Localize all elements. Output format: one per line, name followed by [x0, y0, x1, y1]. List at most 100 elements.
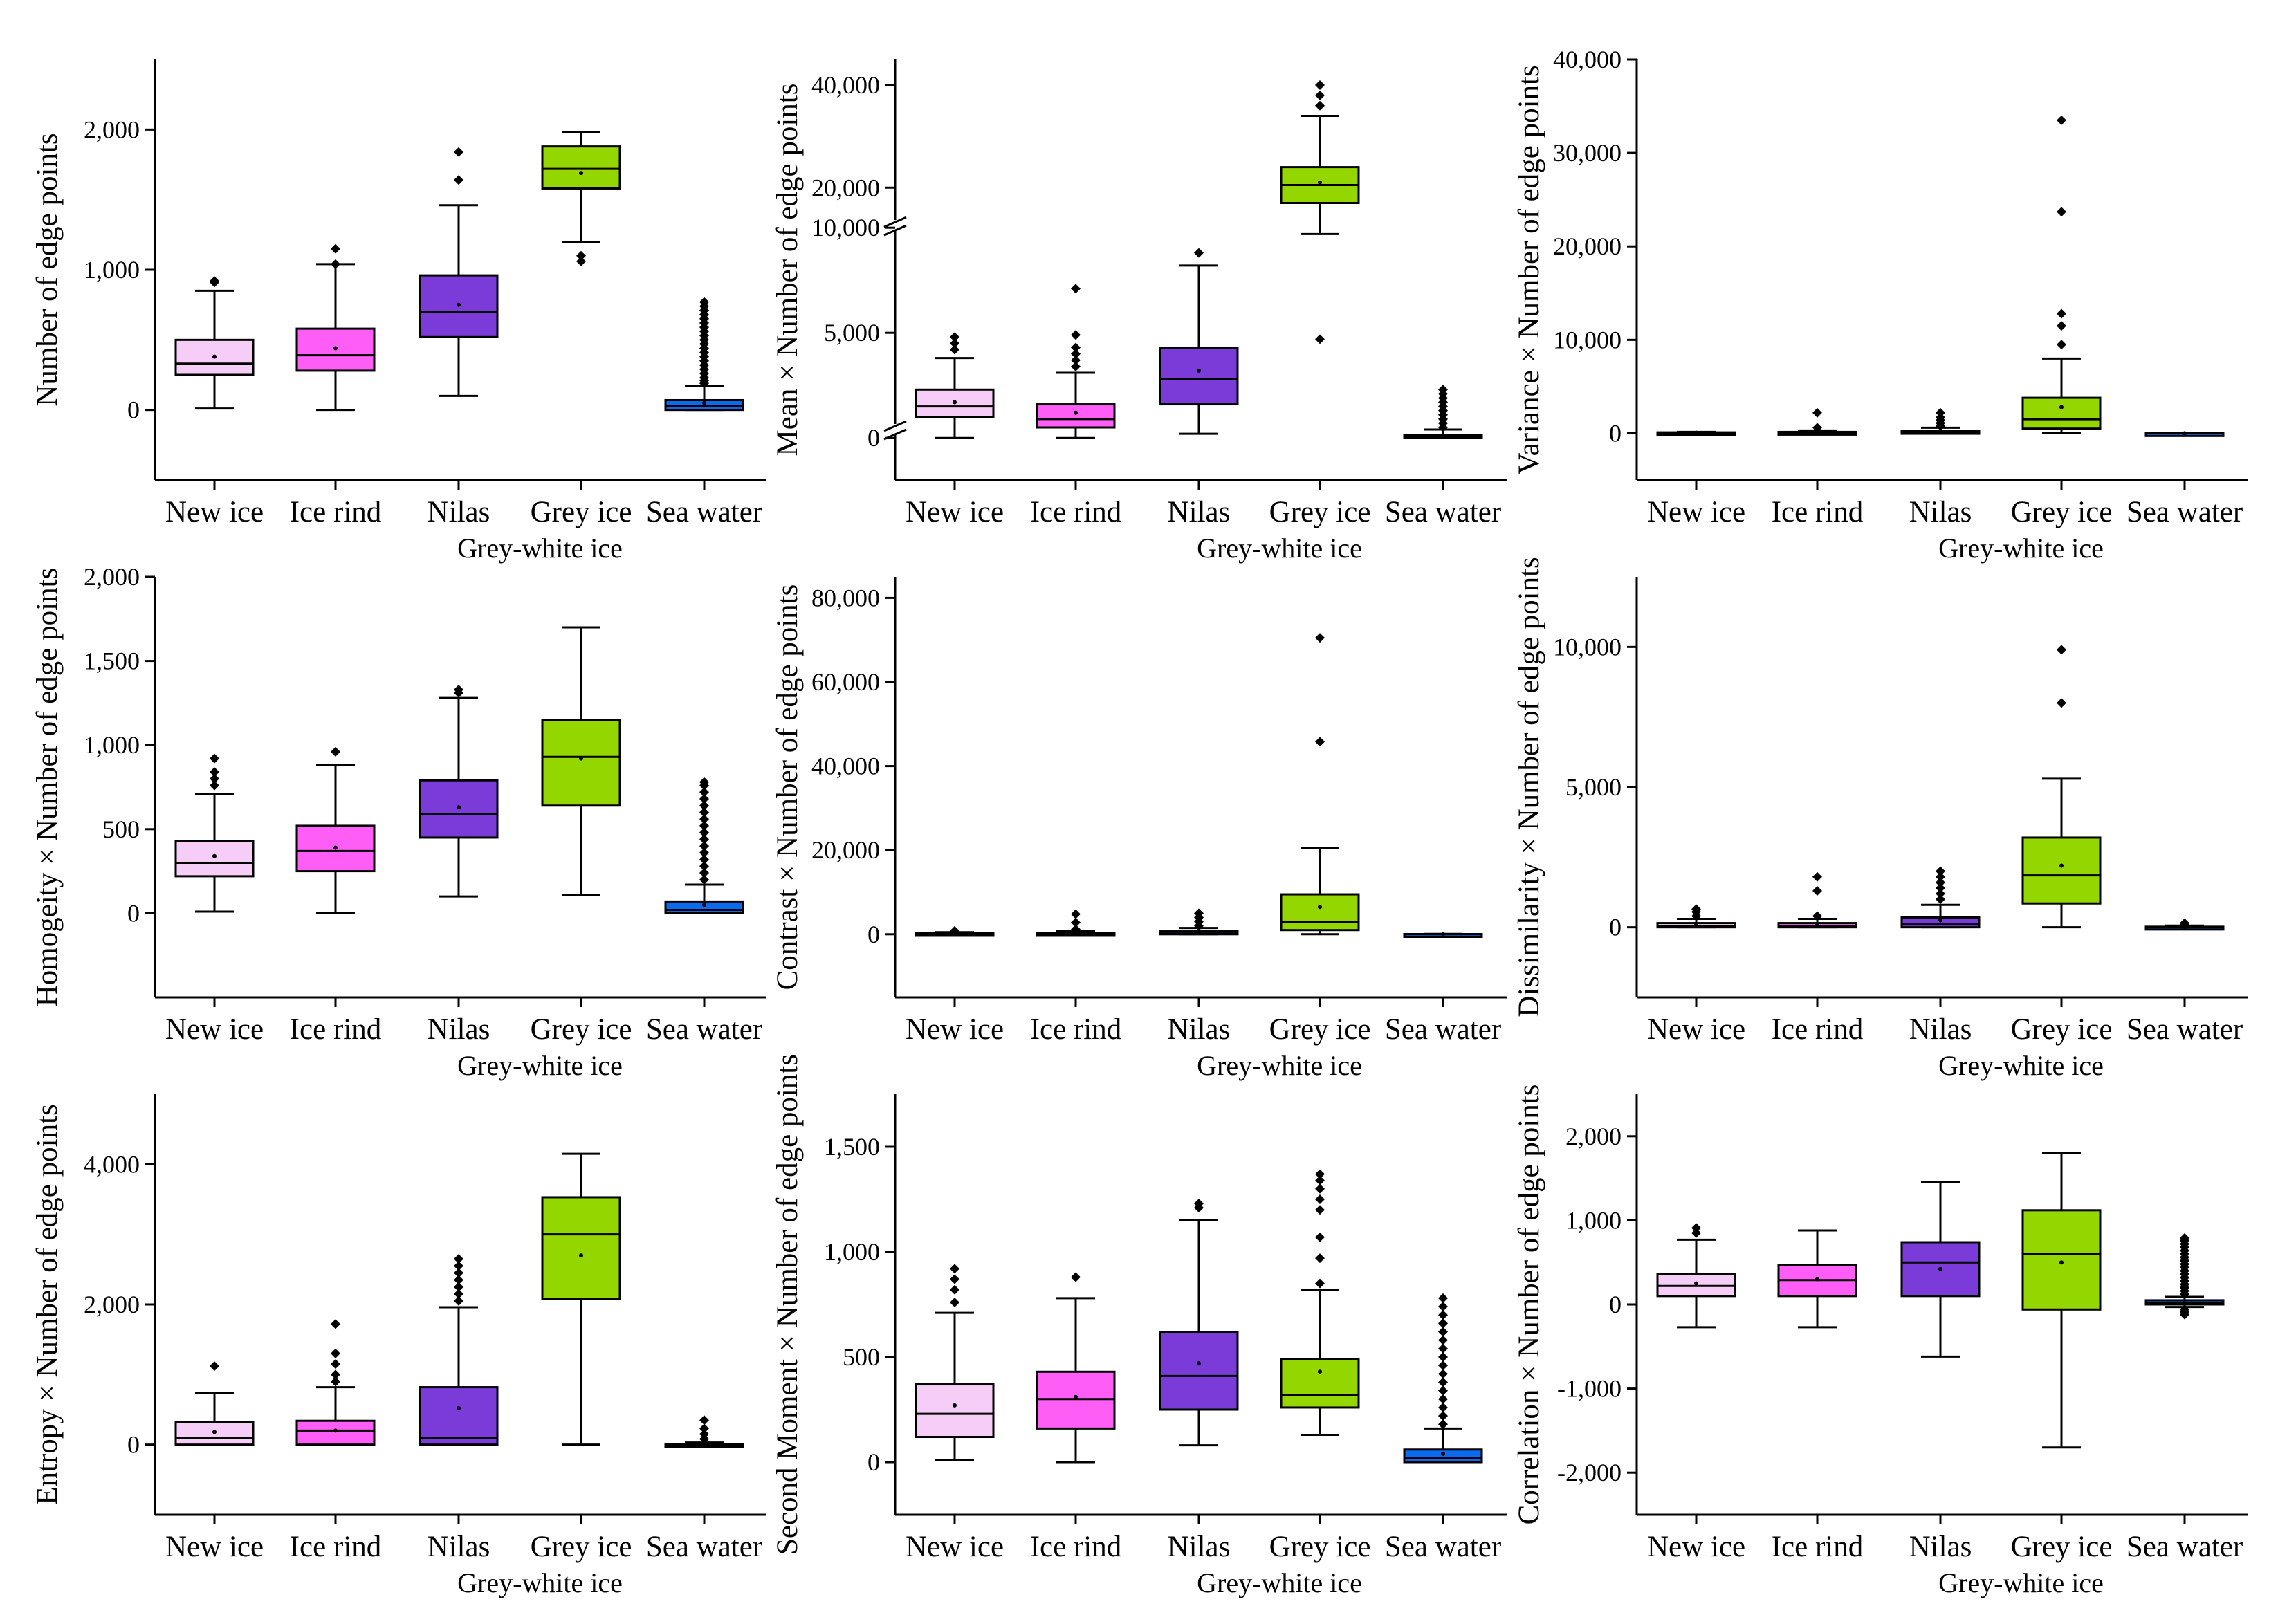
- box-new-ice: [1656, 1223, 1736, 1329]
- y-tick-label: 0: [127, 396, 140, 424]
- outlier-point: [454, 1289, 463, 1299]
- y-axis-label: Dissimilarity × Number of edge points: [1513, 557, 1545, 1017]
- panel-h: 0 500 1,000 1,500 Second Moment × Number of …: [771, 1054, 1507, 1598]
- outlier-point: [1438, 1360, 1448, 1371]
- outlier-point: [1071, 917, 1081, 928]
- outlier-point: [1936, 871, 1945, 882]
- box-grey-ice: [1280, 80, 1360, 344]
- box-ice-rind: [1036, 1272, 1116, 1464]
- mean-marker: [2183, 431, 2187, 436]
- y-tick-label: 40,000: [811, 71, 880, 99]
- x-tick-label: Ice rind: [1030, 496, 1122, 528]
- mean-marker: [1318, 180, 1322, 185]
- box-grey-ice: [2021, 645, 2102, 929]
- outlier-point: [699, 874, 709, 885]
- box-nilas: [1159, 1199, 1239, 1447]
- y-tick-label: 2,000: [84, 116, 140, 143]
- axis-break-mark: [883, 420, 907, 432]
- box-ice-rind: [295, 746, 376, 914]
- box-nilas: [419, 684, 499, 898]
- y-axis-label: Entropy × Number of edge points: [31, 1104, 64, 1505]
- outlier-point: [1936, 889, 1945, 899]
- outlier-point: [454, 1268, 463, 1278]
- iqr-box: [1280, 893, 1360, 932]
- outlier-point: [1315, 1175, 1325, 1185]
- x-tick-label: Sea water: [646, 1013, 762, 1046]
- box-nilas: [419, 1254, 499, 1446]
- x-sublabel: Grey-white ice: [1197, 1567, 1362, 1598]
- outlier-point: [1315, 1232, 1325, 1242]
- outlier-point: [331, 1376, 340, 1387]
- outlier-point: [331, 243, 340, 254]
- box-sea-water: [664, 297, 744, 412]
- x-tick-label: Sea water: [2126, 496, 2243, 528]
- outlier-point: [454, 1282, 463, 1292]
- box-ice-rind: [1777, 407, 1857, 436]
- y-tick-label: 40,000: [811, 753, 880, 780]
- mean-marker: [2183, 1300, 2187, 1305]
- mean-marker: [457, 302, 461, 307]
- outlier-point: [1438, 1302, 1448, 1312]
- iqr-box: [1159, 1331, 1239, 1411]
- mean-marker: [579, 756, 583, 761]
- mean-marker: [1938, 918, 1942, 923]
- mean-marker: [212, 354, 217, 359]
- outlier-point: [1936, 866, 1945, 876]
- outlier-point: [1438, 1293, 1448, 1303]
- x-tick-label: Nilas: [1909, 496, 1972, 528]
- outlier-point: [950, 1274, 959, 1284]
- outlier-point: [1812, 885, 1822, 896]
- x-tick-label: Nilas: [1168, 496, 1231, 528]
- outlier-point: [2057, 115, 2066, 125]
- outlier-point: [1438, 1352, 1448, 1362]
- x-tick-label: New ice: [165, 1531, 264, 1563]
- box-sea-water: [664, 777, 744, 914]
- x-tick-label: Sea water: [1385, 496, 1501, 528]
- outlier-point: [454, 684, 463, 694]
- outlier-point: [950, 332, 959, 342]
- y-tick-label: 1,000: [84, 256, 140, 284]
- outlier-point: [2180, 918, 2189, 928]
- outlier-point: [454, 1254, 463, 1264]
- box-grey-ice: [1280, 633, 1360, 936]
- outlier-point: [576, 250, 586, 261]
- outlier-point: [1194, 908, 1204, 919]
- iqr-box: [1159, 346, 1239, 406]
- panel-g: 0 2,000 4,000 Entropy × Number of edge poin…: [31, 1094, 766, 1598]
- y-tick-label: 1,000: [824, 1238, 880, 1266]
- x-tick-label: Ice rind: [290, 496, 382, 528]
- outlier-point: [2180, 1233, 2189, 1243]
- x-sublabel: Grey-white ice: [457, 1050, 623, 1081]
- y-tick-label: 1,500: [84, 647, 140, 675]
- x-tick-label: Grey ice: [2011, 1013, 2113, 1046]
- box-ice-rind: [295, 1319, 376, 1446]
- outlier-point: [210, 773, 219, 784]
- y-tick-label: 10,000: [811, 214, 880, 241]
- outlier-point: [699, 827, 709, 838]
- outlier-point: [699, 807, 709, 818]
- outlier-point: [1315, 633, 1325, 643]
- outlier-point: [1071, 284, 1081, 294]
- box-sea-water: [2144, 918, 2225, 931]
- outlier-point: [699, 1434, 709, 1444]
- box-sea-water: [664, 1415, 744, 1448]
- x-tick-label: Sea water: [2126, 1013, 2243, 1046]
- mean-marker: [2059, 863, 2064, 868]
- outlier-point: [1315, 737, 1325, 747]
- x-tick-label: New ice: [906, 496, 1004, 528]
- y-tick-label: 0: [127, 1431, 140, 1459]
- x-tick-label: Grey ice: [1269, 1531, 1371, 1563]
- x-tick-label: Sea water: [646, 1531, 762, 1563]
- y-tick-label: 10,000: [1553, 633, 1622, 661]
- y-tick-label: 2,000: [84, 563, 140, 591]
- outlier-point: [1691, 904, 1701, 914]
- outlier-point: [1691, 1228, 1701, 1238]
- outlier-point: [699, 834, 709, 845]
- x-tick-label: New ice: [906, 1013, 1004, 1046]
- x-sublabel: Grey-white ice: [1938, 1567, 2104, 1598]
- y-tick-label: 0: [867, 1448, 880, 1476]
- panel-e: 0 20,000 40,000 60,000 80,000 Contrast × Numb…: [771, 577, 1507, 1081]
- outlier-point: [699, 814, 709, 824]
- outlier-point: [699, 868, 709, 878]
